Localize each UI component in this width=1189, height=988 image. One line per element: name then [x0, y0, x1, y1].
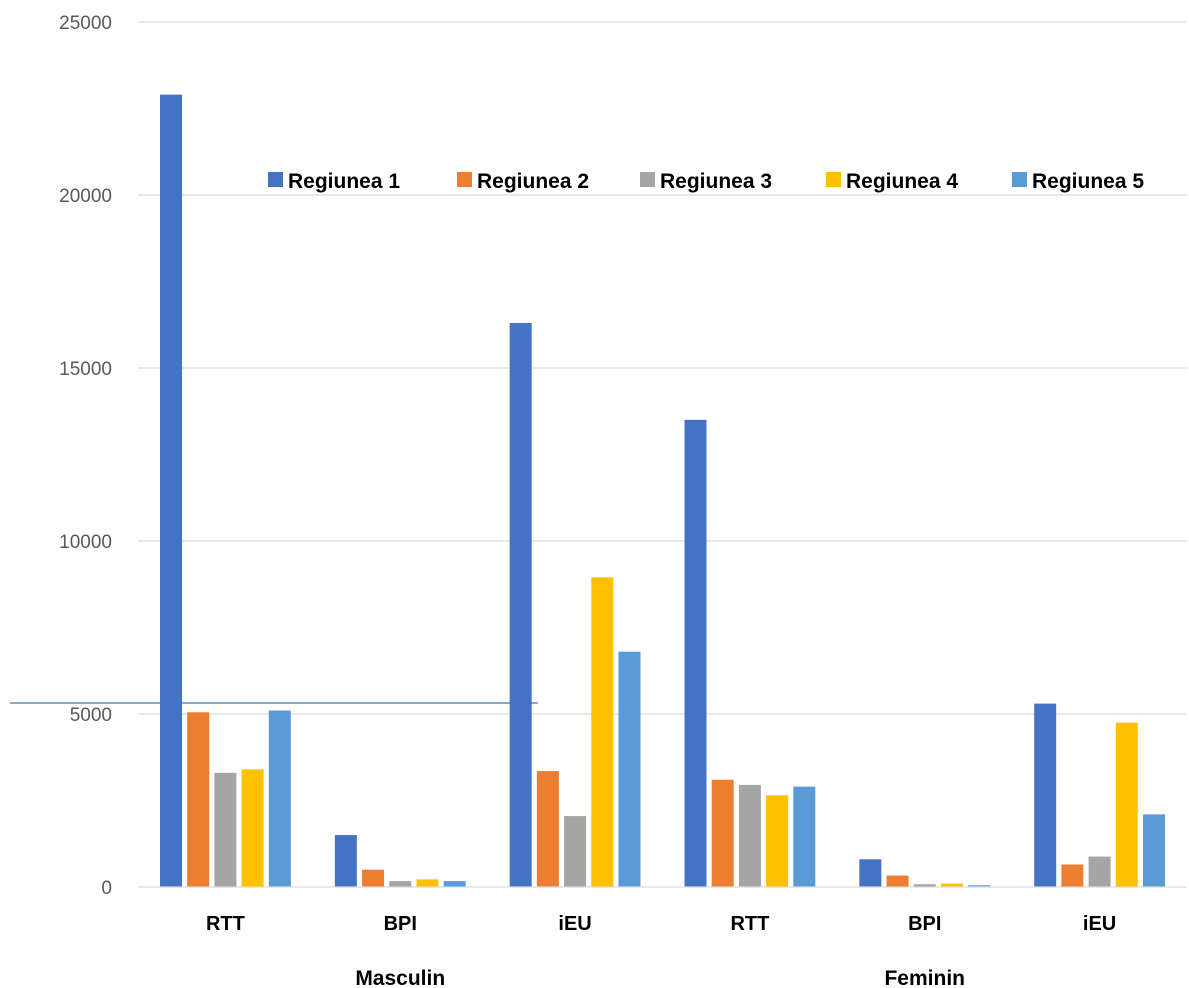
- legend-swatch: [268, 172, 283, 187]
- bar: [940, 883, 963, 887]
- x-group-label: Feminin: [884, 967, 965, 988]
- legend-label: Regiunea 1: [288, 170, 400, 193]
- y-tick-label: 0: [101, 878, 112, 899]
- bar: [416, 879, 439, 887]
- bar: [443, 881, 466, 887]
- x-category-label: RTT: [730, 913, 769, 935]
- bar: [684, 419, 707, 887]
- bar: [618, 651, 641, 887]
- bar: [389, 881, 412, 887]
- y-tick-label: 25000: [59, 13, 112, 34]
- legend-swatch: [457, 172, 472, 187]
- legend-label: Regiunea 5: [1032, 170, 1144, 193]
- x-category-label: RTT: [206, 913, 245, 935]
- bar: [1142, 814, 1165, 887]
- y-tick-label: 20000: [59, 186, 112, 207]
- bar: [536, 771, 559, 887]
- bar: [766, 795, 789, 887]
- bar: [1061, 864, 1084, 887]
- bar: [591, 577, 614, 887]
- bar: [509, 323, 532, 887]
- legend-swatch: [640, 172, 655, 187]
- legend-swatch: [1012, 172, 1027, 187]
- legend-label: Regiunea 4: [846, 170, 958, 193]
- bar: [214, 772, 237, 887]
- bar: [738, 784, 761, 887]
- y-tick-label: 15000: [59, 359, 112, 380]
- bar: [241, 769, 264, 887]
- bar: [362, 869, 385, 887]
- y-tick-label: 5000: [70, 705, 112, 726]
- x-axis-categories: RTT BPI iEU RTT BPI iEU: [206, 913, 1116, 935]
- bar: [1034, 703, 1057, 887]
- bar: [886, 875, 909, 887]
- bar: [564, 816, 587, 887]
- x-group-label: Masculin: [355, 967, 445, 988]
- bar: [859, 859, 882, 887]
- bars: [160, 94, 1165, 887]
- x-axis-groups: Masculin Feminin: [355, 967, 965, 988]
- legend: Regiunea 1 Regiunea 2 Regiunea 3 Regiunea 4…: [268, 170, 1144, 193]
- bar: [968, 885, 991, 887]
- bar: [160, 94, 183, 887]
- x-category-label: iEU: [1083, 913, 1116, 935]
- bar: [1115, 722, 1138, 887]
- x-category-label: BPI: [908, 913, 941, 935]
- bar: [268, 710, 291, 887]
- bar: [334, 835, 357, 887]
- legend-label: Regiunea 3: [660, 170, 772, 193]
- bar: [793, 786, 816, 887]
- bar: [1088, 856, 1111, 887]
- legend-swatch: [826, 172, 841, 187]
- bar: [187, 712, 210, 887]
- bar: [711, 779, 734, 887]
- x-category-label: iEU: [558, 913, 591, 935]
- legend-label: Regiunea 2: [477, 170, 589, 193]
- bar: [913, 884, 936, 887]
- y-tick-label: 10000: [59, 532, 112, 553]
- y-axis-ticks: 0 5000 10000 15000 20000 25000: [59, 13, 112, 899]
- x-category-label: BPI: [384, 913, 417, 935]
- gridlines: [138, 21, 1187, 715]
